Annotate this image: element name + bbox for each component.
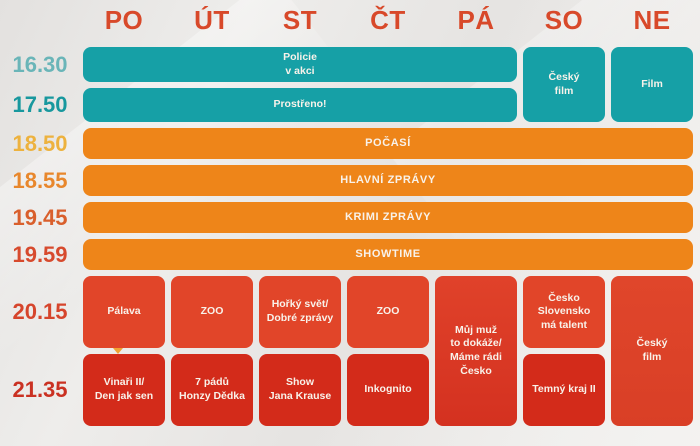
day-label-ne: NE bbox=[633, 5, 671, 35]
program-block-film-ne: Film bbox=[611, 47, 693, 122]
program-block-muj-muz-to-dokaze: Můj muž to dokáže/ Máme rádi Česko bbox=[435, 276, 517, 426]
day-header-row: PO ÚT ST ČT PÁ SO NE bbox=[83, 5, 693, 36]
program-block-vinari: Vinaři II/ Den jak sen bbox=[83, 354, 165, 426]
day-label-ut: ÚT bbox=[194, 5, 230, 35]
time-label-1945: 19.45 bbox=[12, 204, 68, 230]
time-label-2015: 20.15 bbox=[12, 299, 68, 324]
day-label-st: ST bbox=[282, 5, 318, 35]
program-block-zoo-ct: ZOO bbox=[347, 276, 429, 348]
program-block-cesky-film-ne: Český film bbox=[611, 276, 693, 426]
time-label-1850: 18.50 bbox=[12, 130, 68, 156]
schedule-grid: Policie v akci Český film Film Prostřeno… bbox=[83, 47, 693, 426]
program-block-palava: Pálava bbox=[83, 276, 165, 348]
program-block-cesky-film-so: Český film bbox=[523, 47, 605, 122]
program-block-zoo-ut: ZOO bbox=[171, 276, 253, 348]
program-block-hlavni-zpravy: HLAVNÍ ZPRÁVY bbox=[83, 165, 693, 196]
program-block-policie-v-akci: Policie v akci bbox=[83, 47, 517, 82]
time-label-1959: 19.59 bbox=[12, 241, 68, 267]
day-label-ct: ČT bbox=[370, 5, 406, 35]
time-column: 16.30 17.50 18.50 18.55 19.45 19.59 20.1… bbox=[2, 47, 78, 426]
program-block-inkognito: Inkognito bbox=[347, 354, 429, 426]
program-block-krimi-zpravy: KRIMI ZPRÁVY bbox=[83, 202, 693, 233]
program-block-show-jana-krause: Show Jana Krause bbox=[259, 354, 341, 426]
program-block-prostreno: Prostřeno! bbox=[83, 88, 517, 122]
program-block-temny-kraj: Temný kraj II bbox=[523, 354, 605, 426]
program-block-7-padu-honzy-dedka: 7 pádů Honzy Dědka bbox=[171, 354, 253, 426]
time-label-1630: 16.30 bbox=[12, 51, 68, 77]
program-block-cesko-slovensko-ma-talent: Česko Slovensko má talent bbox=[523, 276, 605, 348]
day-label-po: PO bbox=[104, 5, 144, 35]
program-block-horky-svet: Hořký svět/ Dobré zprávy bbox=[259, 276, 341, 348]
program-block-pocasi: POČASÍ bbox=[83, 128, 693, 159]
day-label-so: SO bbox=[544, 5, 584, 35]
program-block-showtime: SHOWTIME bbox=[83, 239, 693, 270]
time-label-1750: 17.50 bbox=[12, 92, 68, 117]
highlight-marker-triangle bbox=[113, 348, 123, 354]
time-label-2135: 21.35 bbox=[12, 377, 68, 402]
day-label-pa: PÁ bbox=[457, 5, 495, 35]
time-label-1855: 18.55 bbox=[12, 167, 68, 193]
